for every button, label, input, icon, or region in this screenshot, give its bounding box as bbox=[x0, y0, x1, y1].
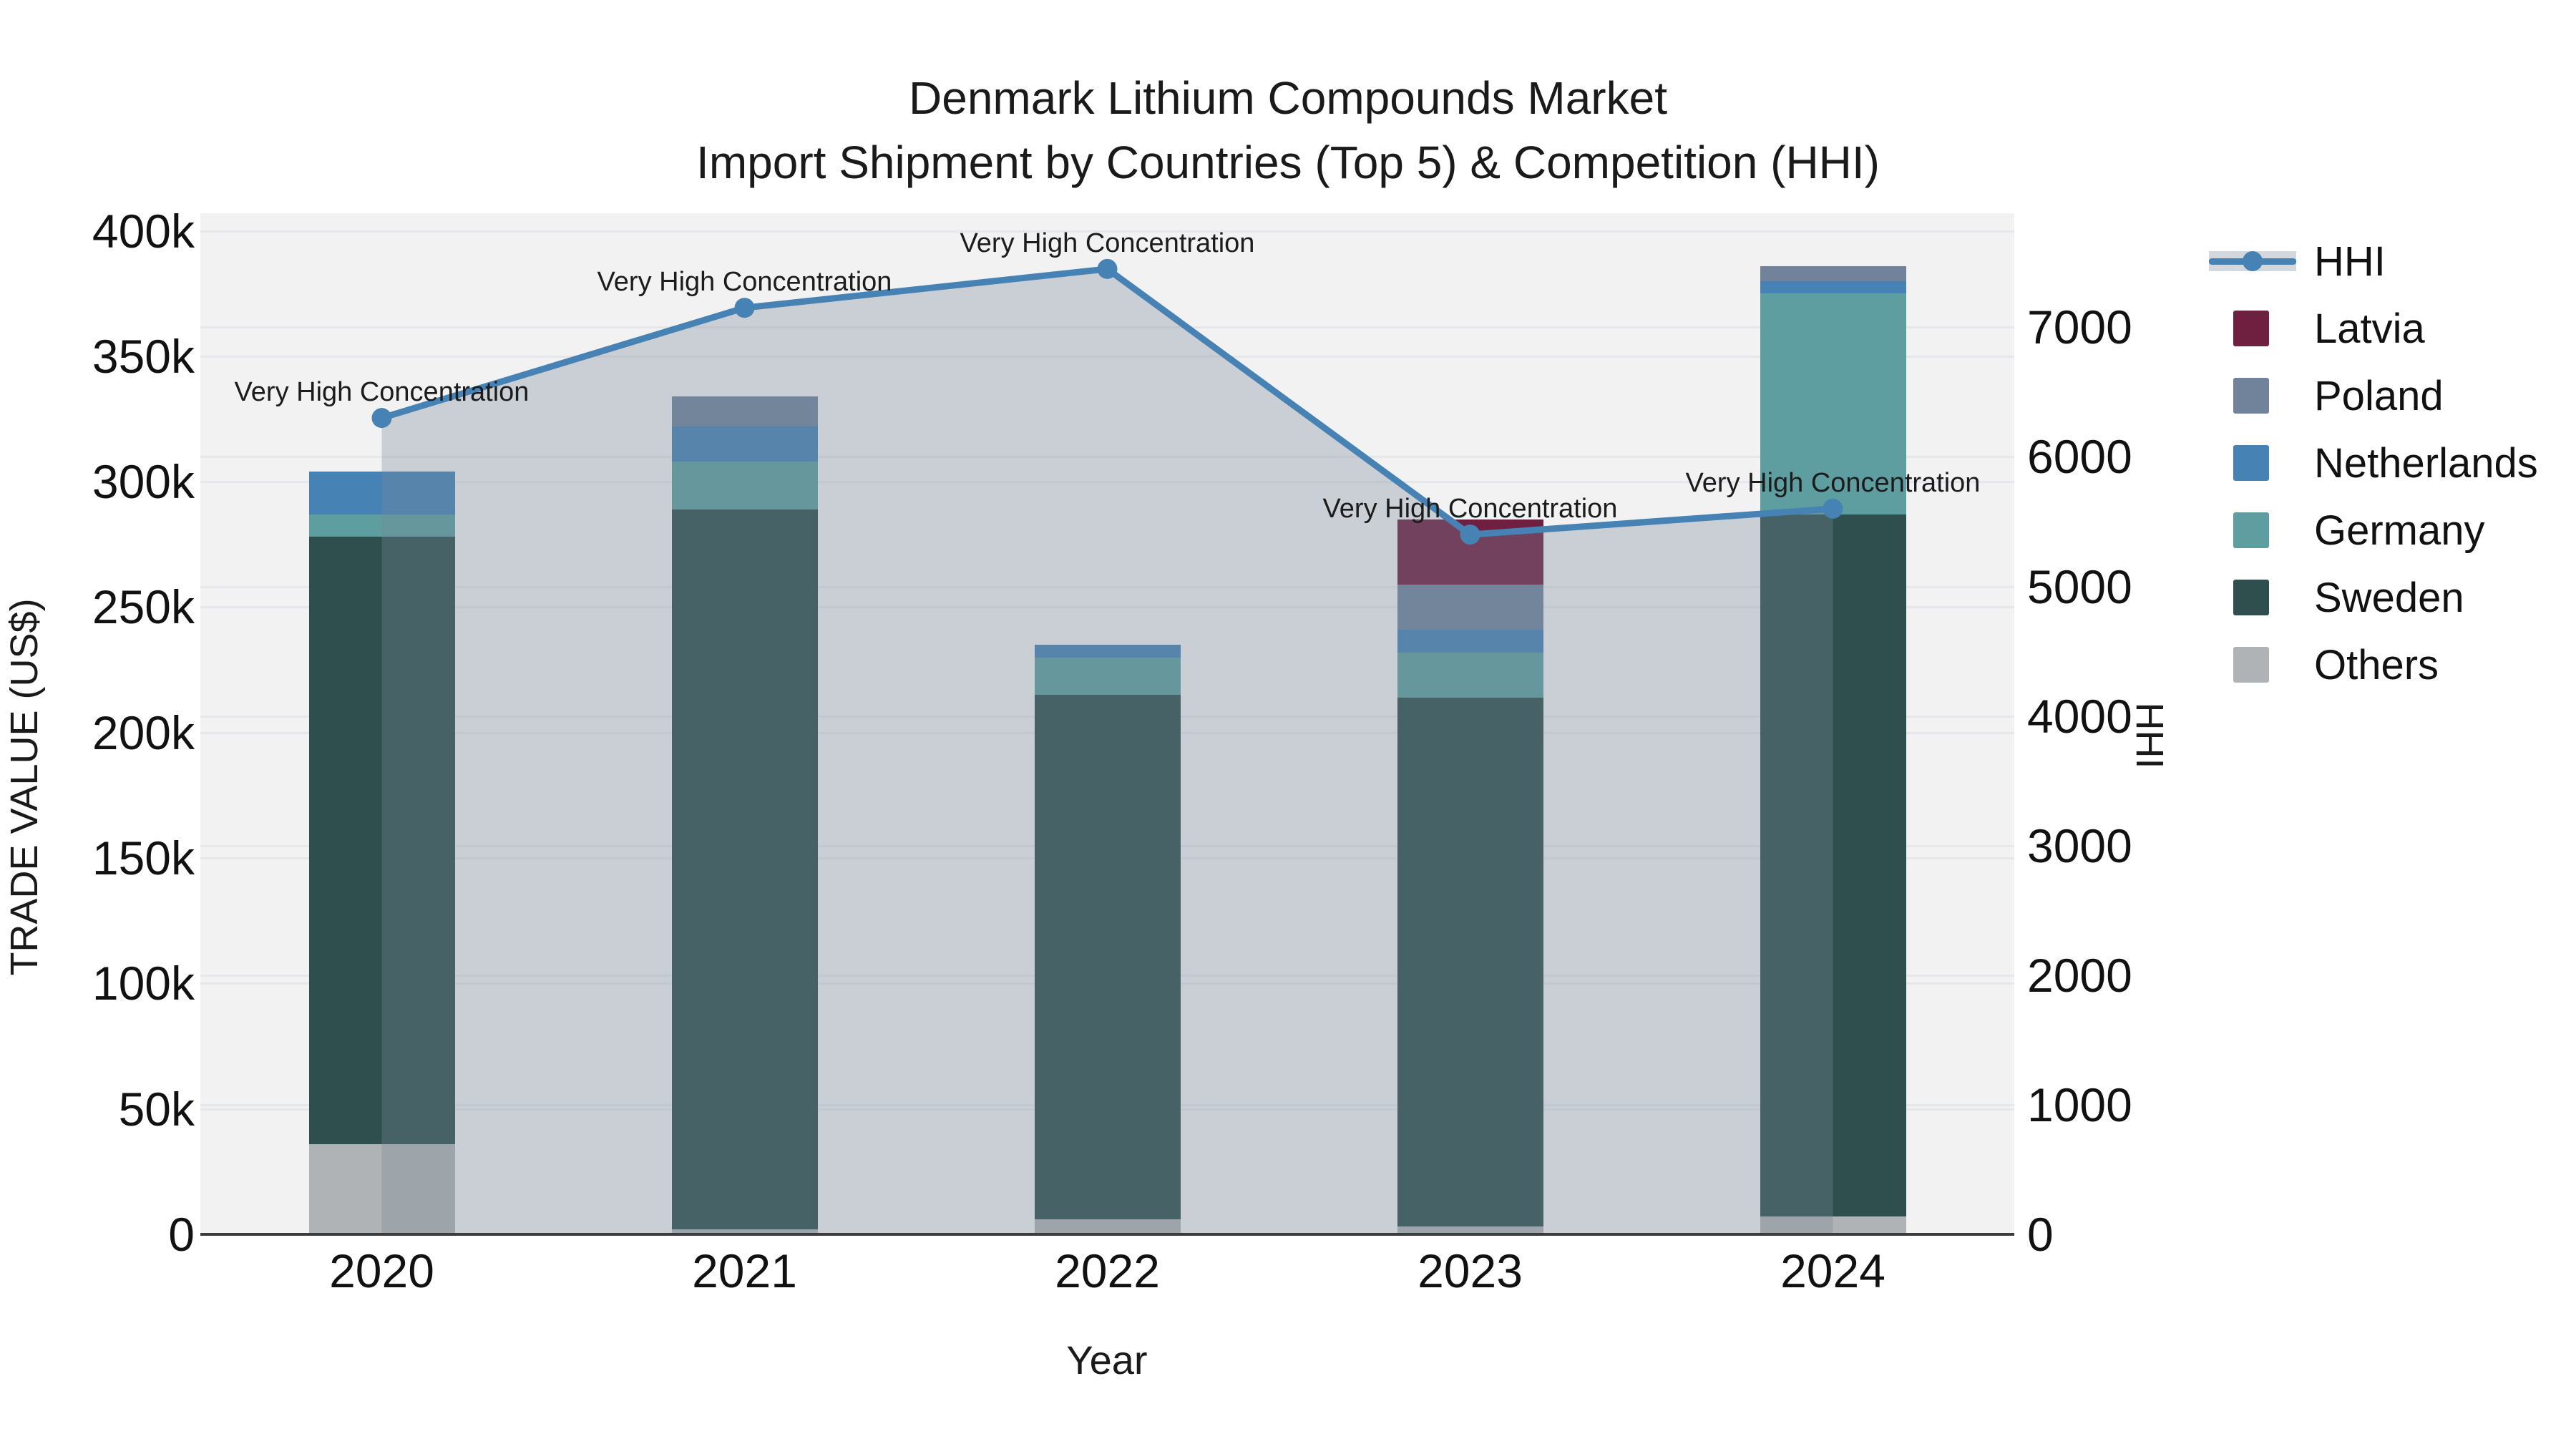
bar-2020-netherlands bbox=[308, 472, 455, 514]
right-tick-4000: 4000 bbox=[2027, 689, 2132, 743]
left-tick-400k: 400k bbox=[92, 204, 195, 258]
bar-2023-sweden bbox=[1397, 697, 1543, 1227]
bar-2021-sweden bbox=[671, 509, 818, 1229]
legend-item-others[interactable]: Others bbox=[2207, 631, 2538, 698]
legend-swatch-latvia bbox=[2207, 295, 2314, 362]
legend-label-hhi: HHI bbox=[2314, 238, 2386, 285]
bar-2021-others bbox=[671, 1229, 818, 1234]
bar-2024-sweden bbox=[1760, 514, 1906, 1217]
latvia-color-swatch bbox=[2233, 311, 2269, 346]
bar-2021-netherlands bbox=[671, 426, 818, 462]
legend-swatch-germany bbox=[2207, 497, 2314, 564]
legend-swatch-others bbox=[2207, 631, 2314, 698]
legend-swatch-netherlands bbox=[2207, 429, 2314, 497]
bar-2023-others bbox=[1397, 1226, 1543, 1234]
x-tick-2023: 2023 bbox=[1418, 1244, 1523, 1297]
right-tick-2000: 2000 bbox=[2027, 948, 2132, 1002]
right-axis-title: HHI bbox=[2128, 702, 2171, 769]
sweden-color-swatch bbox=[2233, 580, 2269, 615]
legend-item-germany[interactable]: Germany bbox=[2207, 497, 2538, 564]
left-tick-350k: 350k bbox=[92, 329, 195, 383]
legend-label-others: Others bbox=[2314, 641, 2439, 688]
netherlands-color-swatch bbox=[2233, 445, 2269, 481]
legend-label-poland: Poland bbox=[2314, 372, 2444, 419]
legend: HHI Latvia Poland Netherlands Germany Sweden O… bbox=[2207, 228, 2538, 698]
left-tick-0: 0 bbox=[168, 1208, 195, 1261]
gridline-left-350000 bbox=[200, 356, 2014, 358]
right-tick-6000: 6000 bbox=[2027, 430, 2132, 484]
gridline-right-5000 bbox=[200, 586, 2014, 588]
legend-item-sweden[interactable]: Sweden bbox=[2207, 564, 2538, 631]
left-tick-300k: 300k bbox=[92, 455, 195, 509]
gridline-left-400000 bbox=[200, 230, 2014, 233]
poland-color-swatch bbox=[2233, 378, 2269, 414]
bar-2024-poland bbox=[1760, 265, 1906, 281]
right-tick-0: 0 bbox=[2027, 1208, 2054, 1261]
bar-2024-netherlands bbox=[1760, 280, 1906, 294]
x-axis-title: Year bbox=[1066, 1337, 1148, 1382]
annotation-2024: Very High Concentration bbox=[1685, 467, 1981, 498]
x-tick-2024: 2024 bbox=[1780, 1244, 1885, 1297]
x-axis-line bbox=[200, 1233, 2014, 1236]
left-tick-250k: 250k bbox=[92, 580, 195, 634]
legend-swatch-hhi bbox=[2207, 228, 2314, 295]
others-color-swatch bbox=[2233, 647, 2269, 683]
right-tick-5000: 5000 bbox=[2027, 560, 2132, 613]
x-tick-2022: 2022 bbox=[1055, 1244, 1160, 1297]
bar-2024-others bbox=[1760, 1216, 1906, 1234]
right-tick-7000: 7000 bbox=[2027, 301, 2132, 354]
bar-2023-netherlands bbox=[1397, 630, 1543, 653]
gridline-left-250000 bbox=[200, 606, 2014, 608]
right-tick-3000: 3000 bbox=[2027, 819, 2132, 872]
legend-item-hhi[interactable]: HHI bbox=[2207, 228, 2538, 295]
annotation-2022: Very High Concentration bbox=[960, 228, 1255, 258]
left-tick-100k: 100k bbox=[92, 957, 195, 1010]
legend-item-poland[interactable]: Poland bbox=[2207, 362, 2538, 429]
x-tick-2021: 2021 bbox=[692, 1244, 797, 1297]
bar-2022-others bbox=[1034, 1219, 1181, 1234]
germany-color-swatch bbox=[2233, 512, 2269, 548]
hhi-marker-swatch bbox=[2243, 251, 2263, 271]
legend-label-latvia: Latvia bbox=[2314, 305, 2425, 352]
left-axis-title: TRADE VALUE (US$) bbox=[3, 598, 46, 976]
bar-2022-sweden bbox=[1034, 695, 1181, 1219]
left-tick-50k: 50k bbox=[118, 1082, 195, 1136]
bar-2023-latvia bbox=[1397, 519, 1543, 585]
annotation-2023: Very High Concentration bbox=[1322, 494, 1618, 525]
bar-2020-germany bbox=[308, 514, 455, 537]
bar-2021-germany bbox=[671, 462, 818, 509]
x-tick-2020: 2020 bbox=[329, 1244, 434, 1297]
annotation-2020: Very High Concentration bbox=[234, 377, 530, 408]
chart-title-line1: Denmark Lithium Compounds Market bbox=[909, 72, 1667, 124]
chart-title: Denmark Lithium Compounds Market Import … bbox=[696, 66, 1880, 195]
legend-label-sweden: Sweden bbox=[2314, 574, 2464, 621]
bar-2022-netherlands bbox=[1034, 645, 1181, 658]
legend-swatch-poland bbox=[2207, 362, 2314, 429]
bar-2022-germany bbox=[1034, 657, 1181, 696]
gridline-right-6000 bbox=[200, 456, 2014, 458]
gridline-right-7000 bbox=[200, 326, 2014, 328]
bar-2020-sweden bbox=[308, 537, 455, 1144]
bar-2020-others bbox=[308, 1143, 455, 1234]
legend-label-germany: Germany bbox=[2314, 507, 2485, 554]
bar-2023-germany bbox=[1397, 652, 1543, 698]
left-tick-150k: 150k bbox=[92, 831, 195, 885]
legend-item-netherlands[interactable]: Netherlands bbox=[2207, 429, 2538, 497]
bar-2021-poland bbox=[671, 396, 818, 426]
legend-swatch-sweden bbox=[2207, 564, 2314, 631]
annotation-2021: Very High Concentration bbox=[597, 267, 892, 298]
bar-2023-poland bbox=[1397, 584, 1543, 630]
right-tick-1000: 1000 bbox=[2027, 1078, 2132, 1131]
chart-title-line2: Import Shipment by Countries (Top 5) & C… bbox=[696, 137, 1880, 188]
legend-label-netherlands: Netherlands bbox=[2314, 439, 2538, 487]
legend-item-latvia[interactable]: Latvia bbox=[2207, 295, 2538, 362]
left-tick-200k: 200k bbox=[92, 706, 195, 759]
